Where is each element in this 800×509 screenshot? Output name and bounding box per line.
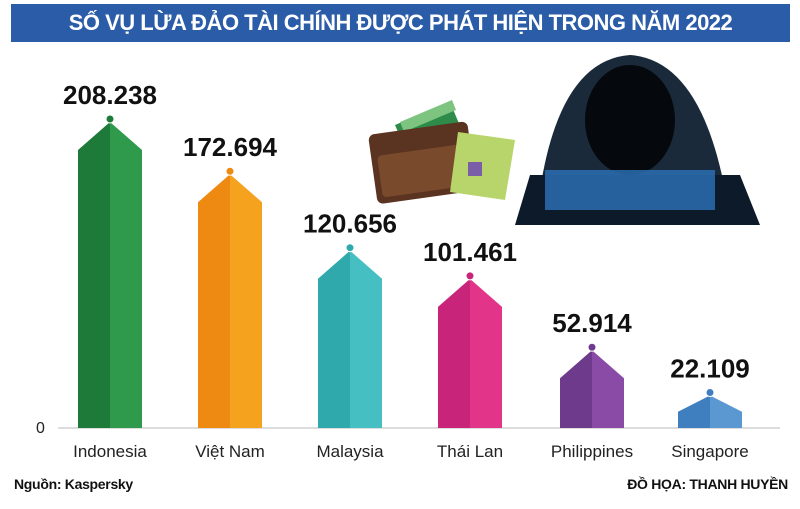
data-label: 208.238 xyxy=(63,80,157,110)
graphic-credit: ĐỒ HỌA: THANH HUYỀN xyxy=(627,476,788,492)
x-tick-label: Malaysia xyxy=(316,442,384,461)
bar-right-Việt Nam xyxy=(230,174,262,428)
hacker-icon xyxy=(515,55,760,225)
bar-left-Việt Nam xyxy=(198,174,230,428)
bar-left-Indonesia xyxy=(78,122,110,428)
x-tick-label: Indonesia xyxy=(73,442,147,461)
bar-peak-dot xyxy=(465,271,475,281)
bar-peak-dot xyxy=(105,114,115,124)
x-tick-label: Thái Lan xyxy=(437,442,503,461)
bar-right-Singapore xyxy=(710,395,742,428)
bar-peak-dot xyxy=(345,243,355,253)
chart-title: SỐ VỤ LỪA ĐẢO TÀI CHÍNH ĐƯỢC PHÁT HIỆN T… xyxy=(11,4,790,42)
data-label: 101.461 xyxy=(423,237,517,267)
x-tick-label: Việt Nam xyxy=(195,442,265,461)
wallet-icon xyxy=(368,100,515,204)
x-tick-label: Singapore xyxy=(671,442,749,461)
bar-left-Malaysia xyxy=(318,250,350,428)
bar-right-Malaysia xyxy=(350,250,382,428)
data-label: 52.914 xyxy=(552,308,632,338)
bar-left-Philippines xyxy=(560,350,592,428)
data-label: 22.109 xyxy=(670,354,750,384)
data-label: 172.694 xyxy=(183,132,278,162)
bar-right-Thái Lan xyxy=(470,278,502,428)
bar-peak-dot xyxy=(225,166,235,176)
source-note: Nguồn: Kaspersky xyxy=(14,476,133,492)
bar-right-Philippines xyxy=(592,350,624,428)
data-label: 120.656 xyxy=(303,209,397,239)
bar-left-Singapore xyxy=(678,395,710,428)
y-tick-label: 0 xyxy=(36,420,45,437)
bar-left-Thái Lan xyxy=(438,278,470,428)
bar-peak-dot xyxy=(587,342,597,352)
bar-right-Indonesia xyxy=(110,122,142,428)
bar-peak-dot xyxy=(705,388,715,398)
x-tick-label: Philippines xyxy=(551,442,633,461)
